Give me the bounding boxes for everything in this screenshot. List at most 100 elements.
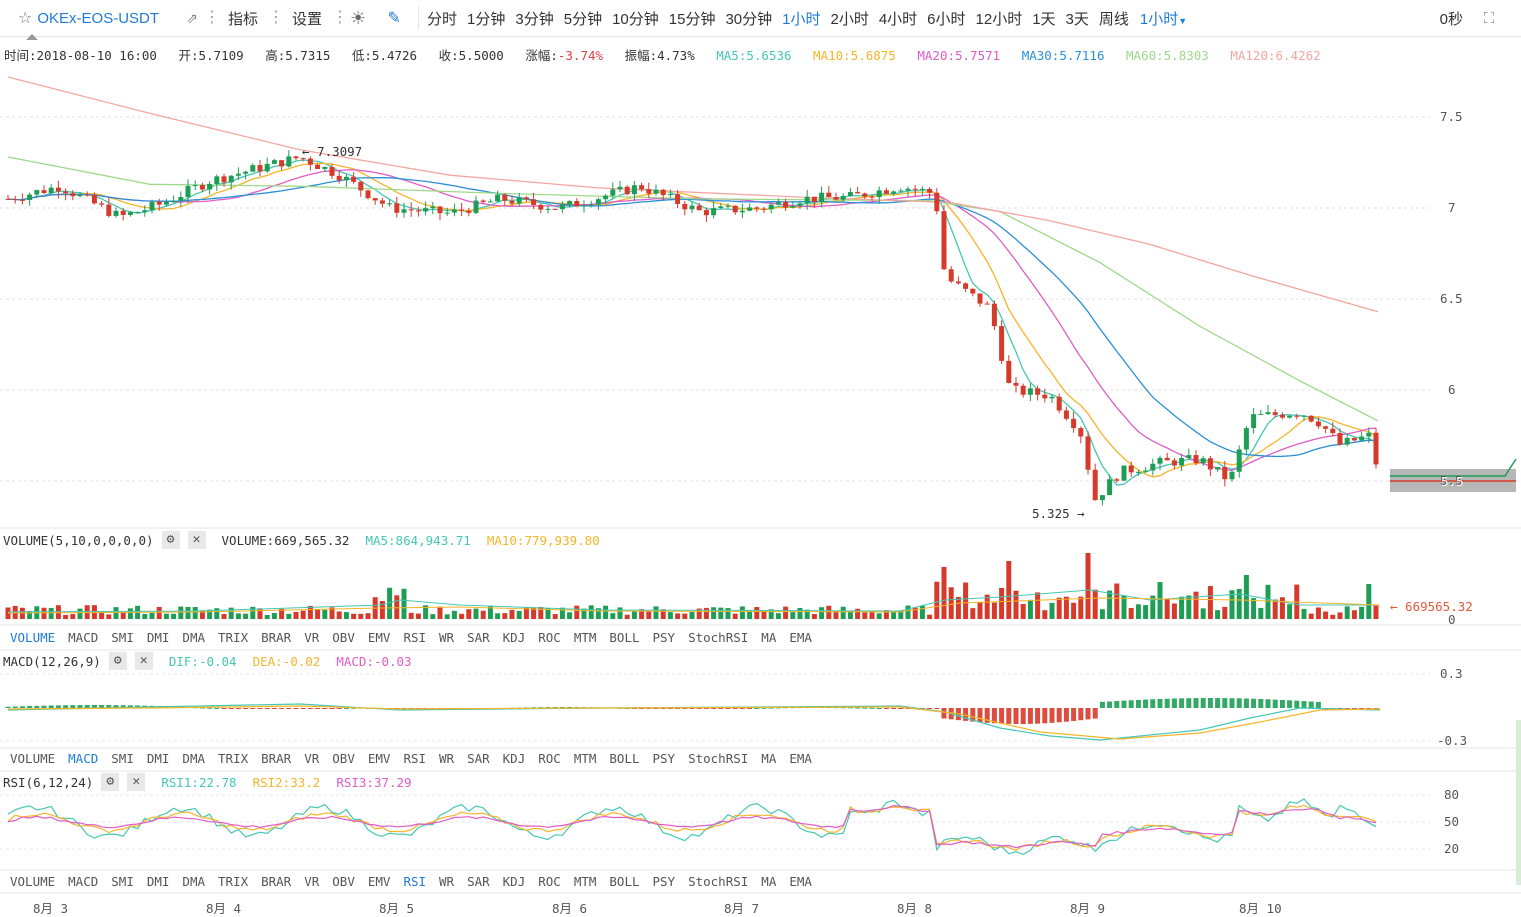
indicator-tab[interactable]: BOLL bbox=[609, 751, 640, 766]
fullscreen-icon[interactable]: ⛶ bbox=[1483, 9, 1495, 27]
drag-handle-icon[interactable]: ⋮ bbox=[332, 9, 348, 26]
settings-button[interactable]: 设置 bbox=[292, 10, 323, 28]
indicator-tab[interactable]: WR bbox=[439, 630, 455, 645]
indicator-tab[interactable]: StochRSI bbox=[688, 751, 749, 766]
indicator-tab[interactable]: OBV bbox=[332, 874, 355, 889]
period-dropdown[interactable]: 1小时▼ bbox=[1134, 8, 1193, 29]
period-tab[interactable]: 12小时 bbox=[975, 10, 1023, 28]
close-icon[interactable]: ✕ bbox=[134, 652, 153, 670]
indicator-tab[interactable]: EMV bbox=[367, 630, 391, 645]
indicator-tab[interactable]: DMI bbox=[146, 630, 170, 645]
gear-icon[interactable]: ⚙ bbox=[108, 652, 127, 670]
indicator-button[interactable]: 指标 bbox=[228, 10, 259, 28]
indicator-tab[interactable]: MACD bbox=[68, 874, 99, 889]
period-tab[interactable]: 6小时 bbox=[927, 10, 966, 28]
indicator-tab[interactable]: BOLL bbox=[609, 874, 640, 889]
period-tab[interactable]: 分时 bbox=[427, 10, 458, 28]
period-tab[interactable]: 15分钟 bbox=[668, 10, 716, 28]
symbol-selector[interactable]: ☆ OKEx-EOS-USDT bbox=[0, 8, 180, 28]
indicator-tab[interactable]: WR bbox=[439, 751, 455, 766]
draw-pencil-icon[interactable]: ✎ bbox=[387, 10, 401, 27]
indicator-tab[interactable]: BRAR bbox=[261, 630, 292, 645]
indicator-tab[interactable]: SMI bbox=[111, 751, 134, 766]
indicator-tab[interactable]: VR bbox=[304, 751, 320, 766]
indicator-tab[interactable]: StochRSI bbox=[688, 630, 749, 645]
indicator-tab[interactable]: MTM bbox=[573, 630, 597, 645]
indicator-tab[interactable]: PSY bbox=[652, 874, 676, 889]
indicator-tab[interactable]: DMI bbox=[146, 751, 170, 766]
indicator-tab[interactable]: BRAR bbox=[261, 751, 292, 766]
gear-icon[interactable]: ⚙ bbox=[161, 531, 180, 549]
indicator-tab[interactable]: MTM bbox=[573, 874, 597, 889]
indicator-tab[interactable]: SAR bbox=[467, 630, 490, 645]
indicator-tab[interactable]: ROC bbox=[538, 630, 561, 645]
indicator-tab[interactable]: MACD bbox=[68, 751, 99, 766]
indicator-tab[interactable]: OBV bbox=[332, 751, 355, 766]
indicator-tab[interactable]: StochRSI bbox=[688, 874, 749, 889]
indicator-tab[interactable]: SAR bbox=[467, 874, 490, 889]
indicator-tab[interactable]: TRIX bbox=[218, 874, 249, 889]
indicator-tab[interactable]: RSI bbox=[403, 630, 427, 645]
indicator-tab[interactable]: EMV bbox=[367, 874, 391, 889]
close-icon[interactable]: ✕ bbox=[187, 531, 206, 549]
indicator-tab[interactable]: TRIX bbox=[218, 630, 249, 645]
indicator-tab[interactable]: VR bbox=[304, 874, 320, 889]
indicator-tab[interactable]: BRAR bbox=[261, 874, 292, 889]
candle-body bbox=[84, 194, 90, 196]
indicator-tab[interactable]: SMI bbox=[111, 630, 134, 645]
period-tab[interactable]: 10分钟 bbox=[612, 10, 659, 28]
period-tab[interactable]: 30分钟 bbox=[725, 10, 773, 28]
star-icon[interactable]: ☆ bbox=[18, 10, 33, 27]
period-tab[interactable]: 3天 bbox=[1065, 10, 1089, 28]
period-tab[interactable]: 4小时 bbox=[878, 10, 918, 28]
indicator-tab[interactable]: MA bbox=[761, 751, 777, 766]
period-tab[interactable]: 5分钟 bbox=[563, 10, 603, 28]
indicator-tab[interactable]: EMV bbox=[367, 751, 391, 766]
indicator-tab[interactable]: TRIX bbox=[218, 751, 249, 766]
drag-handle-icon[interactable]: ⋮ bbox=[268, 9, 284, 26]
indicator-tab[interactable]: VOLUME bbox=[10, 630, 56, 645]
close-icon[interactable]: ✕ bbox=[127, 773, 146, 791]
gear-icon[interactable]: ⚙ bbox=[101, 773, 120, 791]
indicator-tab[interactable]: VOLUME bbox=[10, 874, 56, 889]
indicator-tab[interactable]: RSI bbox=[403, 751, 427, 766]
indicator-tab[interactable]: RSI bbox=[403, 874, 427, 889]
period-tab[interactable]: 1分钟 bbox=[467, 10, 506, 28]
period-tab[interactable]: 1小时 bbox=[782, 10, 821, 28]
volume-bar bbox=[1114, 583, 1120, 619]
indicator-tab[interactable]: KDJ bbox=[502, 630, 526, 645]
indicator-tab[interactable]: MTM bbox=[573, 751, 597, 766]
indicator-tab[interactable]: PSY bbox=[652, 630, 676, 645]
indicator-tab[interactable]: KDJ bbox=[502, 874, 526, 889]
indicator-tab[interactable]: ROC bbox=[538, 874, 561, 889]
indicator-tab[interactable]: WR bbox=[439, 874, 455, 889]
indicator-tab[interactable]: DMI bbox=[146, 874, 170, 889]
indicator-tab[interactable]: DMA bbox=[182, 630, 205, 645]
indicator-tab[interactable]: OBV bbox=[332, 630, 355, 645]
candle-body bbox=[41, 190, 47, 193]
period-tab[interactable]: 周线 bbox=[1098, 10, 1129, 28]
indicator-tab[interactable]: PSY bbox=[652, 751, 676, 766]
indicator-tab[interactable]: SMI bbox=[111, 874, 134, 889]
indicator-tab[interactable]: EMA bbox=[789, 874, 812, 889]
indicator-tab[interactable]: VR bbox=[304, 630, 320, 645]
period-tab[interactable]: 2小时 bbox=[830, 10, 869, 28]
indicator-tab[interactable]: ROC bbox=[538, 751, 561, 766]
period-tab[interactable]: 3分钟 bbox=[515, 10, 554, 28]
indicator-tab[interactable]: MA bbox=[761, 874, 777, 889]
indicator-tab[interactable]: VOLUME bbox=[10, 751, 56, 766]
period-tab[interactable]: 1天 bbox=[1032, 10, 1056, 28]
indicator-tab[interactable]: MACD bbox=[68, 630, 99, 645]
indicator-tab[interactable]: KDJ bbox=[502, 751, 526, 766]
drag-handle-icon[interactable]: ⋮ bbox=[204, 9, 220, 26]
popout-icon[interactable]: ⇗ bbox=[186, 9, 198, 26]
indicator-tab[interactable]: MA bbox=[761, 630, 777, 645]
indicator-tab[interactable]: EMA bbox=[789, 630, 812, 645]
indicator-tab[interactable]: BOLL bbox=[609, 630, 640, 645]
indicator-tab[interactable]: DMA bbox=[182, 751, 205, 766]
indicator-tab[interactable]: DMA bbox=[182, 874, 205, 889]
theme-sun-icon[interactable]: ☀ bbox=[349, 7, 367, 28]
indicator-tab[interactable]: EMA bbox=[789, 751, 812, 766]
indicator-tab[interactable]: SAR bbox=[467, 751, 490, 766]
